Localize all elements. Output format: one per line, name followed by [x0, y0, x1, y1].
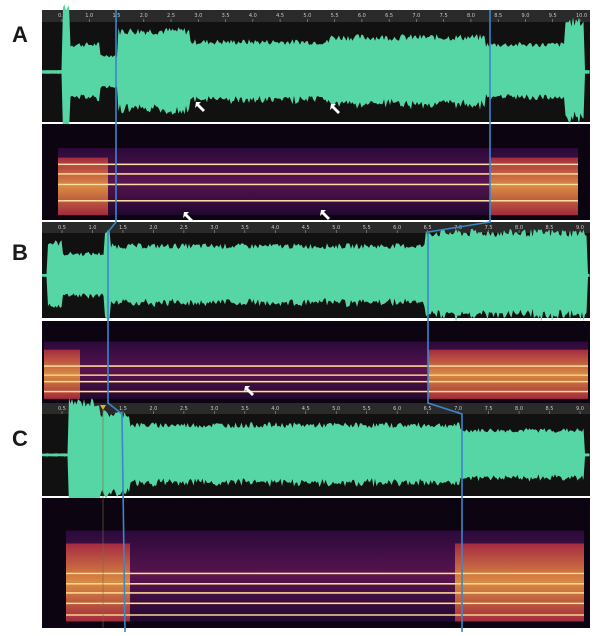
- ruler-tick-label: 9.0: [521, 13, 529, 19]
- pointer-arrow: [195, 102, 205, 112]
- ruler-tick-label: 2.0: [140, 13, 148, 19]
- ruler-tick-label: 4.5: [302, 406, 310, 412]
- panel-a: 0.5 1.0 1.5 2.0 2.5 3.0 3.5 4.0 4.5 5.0 5.5 6.0 6.5 7…: [42, 4, 590, 220]
- ruler-tick-label: 4.5: [276, 13, 284, 19]
- spectrogram-noise-region: [44, 349, 80, 399]
- ruler-tick-label: 8.0: [467, 13, 475, 19]
- ruler-tick-label: 6.5: [424, 225, 432, 231]
- ruler-tick-label: 2.5: [180, 225, 188, 231]
- ruler-tick-label: 6.5: [424, 406, 432, 412]
- ruler-tick-label: 3.5: [241, 406, 249, 412]
- ruler-tick-label: 9.5: [549, 13, 557, 19]
- spectrogram-noise-region: [455, 543, 584, 622]
- pointer-arrow: [330, 104, 340, 114]
- spectrogram-noise-region: [58, 157, 108, 216]
- ruler-tick-label: 3.0: [194, 13, 202, 19]
- alignment-guide: [427, 10, 491, 632]
- alignment-guide: [107, 10, 126, 633]
- ruler-tick-label: 0.5: [58, 225, 66, 231]
- pointer-arrow: [183, 212, 193, 222]
- ruler-tick-label: 9.0: [576, 225, 584, 231]
- panel-c: 0.51.01.52.02.53.03.54.04.55.05.56.06.57…: [42, 397, 590, 628]
- ruler-tick-label: 6.5: [385, 13, 393, 19]
- spectrogram-noise-region: [490, 157, 578, 216]
- playhead-marker: [100, 405, 106, 410]
- waveform: [42, 4, 590, 134]
- spectrogram-noise-region: [66, 543, 130, 622]
- ruler-tick-label: 3.0: [210, 225, 218, 231]
- ruler-tick-label: 8.5: [546, 225, 554, 231]
- panel-label-b: B: [12, 240, 28, 265]
- ruler-tick-label: 2.0: [149, 225, 157, 231]
- pointer-arrow: [244, 386, 254, 396]
- ruler-tick-label: 8.0: [515, 225, 523, 231]
- ruler-tick-label: 7.0: [454, 225, 462, 231]
- ruler-tick-label: 1.5: [119, 225, 127, 231]
- ruler-tick-label: 8.0: [515, 406, 523, 412]
- ruler-tick-label: 2.5: [180, 406, 188, 412]
- waveform: [42, 228, 590, 322]
- ruler-tick-label: 2.0: [149, 406, 157, 412]
- ruler-tick-label: 7.5: [440, 13, 448, 19]
- ruler-tick-label: 4.0: [271, 225, 279, 231]
- ruler-tick-label: 0.5: [58, 13, 66, 19]
- time-ruler: [42, 222, 590, 233]
- ruler-tick-label: 1.0: [85, 13, 93, 19]
- ruler-tick-label: 4.0: [271, 406, 279, 412]
- ruler-tick-label: 10.0: [576, 13, 587, 19]
- ruler-tick-label: 6.0: [393, 225, 401, 231]
- panel-b: 0.5 1.0 1.5 2.0 2.5 3.0 3.5 4.0 4.5 5.0 5.5 6.0 6.5 7…: [42, 222, 590, 403]
- ruler-tick-label: 5.0: [303, 13, 311, 19]
- ruler-tick-label: 5.0: [332, 225, 340, 231]
- ruler-tick-label: 8.5: [494, 13, 502, 19]
- time-ruler: [42, 403, 590, 414]
- ruler-tick-label: 7.0: [454, 406, 462, 412]
- ruler-tick-label: 7.0: [412, 13, 420, 19]
- panel-label-a: A: [12, 22, 28, 47]
- ruler-tick-label: 1.0: [88, 225, 96, 231]
- ruler-tick-label: 2.5: [167, 13, 175, 19]
- ruler-tick-label: 3.5: [222, 13, 230, 19]
- waveform: [42, 397, 590, 511]
- ruler-tick-label: 5.0: [332, 406, 340, 412]
- panel-label-c: C: [12, 426, 28, 451]
- ruler-tick-label: 4.5: [302, 225, 310, 231]
- spectrogram-noise-region: [428, 349, 588, 399]
- time-ruler: [42, 10, 590, 22]
- ruler-tick-label: 4.0: [249, 13, 257, 19]
- ruler-tick-label: 6.0: [358, 13, 366, 19]
- ruler-tick-label: 7.5: [485, 225, 493, 231]
- ruler-tick-label: 3.0: [210, 406, 218, 412]
- ruler-tick-label: 5.5: [363, 225, 371, 231]
- ruler-tick-label: 0.5: [58, 406, 66, 412]
- ruler-tick-label: 6.0: [393, 406, 401, 412]
- ruler-tick-label: 8.5: [546, 406, 554, 412]
- pointer-arrow: [320, 210, 330, 220]
- ruler-tick-label: 1.5: [119, 406, 127, 412]
- ruler-tick-label: 3.5: [241, 225, 249, 231]
- ruler-tick-label: 7.5: [485, 406, 493, 412]
- ruler-tick-label: 5.5: [331, 13, 339, 19]
- ruler-tick-label: 5.5: [363, 406, 371, 412]
- ruler-tick-label: 9.0: [576, 406, 584, 412]
